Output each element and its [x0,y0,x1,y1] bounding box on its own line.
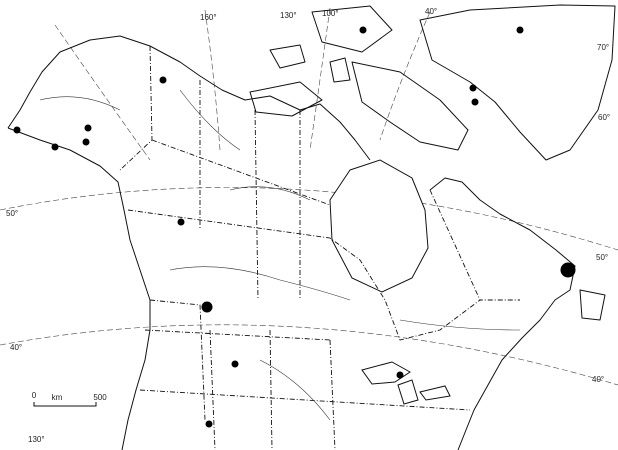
coastlines [7,4,616,450]
graticule-label: 60° [598,113,610,122]
site-dot [51,143,59,151]
graticule-label: 40° [425,7,437,16]
site-dot [159,76,167,84]
scale-end: 500 [93,393,107,402]
ellesmere-island [311,5,393,53]
site-dot [231,360,239,368]
graticule-label: 40° [592,375,604,384]
graticule-label: 160° [200,13,217,22]
canada-us-border [127,209,520,341]
scale-start: 0 [32,391,37,400]
newfoundland [579,289,606,321]
site-dot [82,138,90,146]
graticule-label: 70° [597,43,609,52]
meridian [309,7,331,151]
province-border [151,80,481,301]
baffin-island [351,61,469,151]
island [329,57,351,83]
site-dot [13,126,21,134]
borders [119,45,520,450]
site-dot [84,124,92,132]
graticule [0,7,618,386]
parallel [0,324,618,386]
site-dot [359,26,367,34]
graticule-label: 130° [28,435,45,444]
site-dot [177,218,185,226]
graticule-label: 40° [10,343,22,352]
graticule-label: 50° [596,253,608,262]
graticule-label: 100° [322,9,339,18]
victoria-island [249,81,323,117]
scale-line [33,402,97,407]
meridian [54,24,151,161]
state-border [139,299,471,450]
scale-bar: 0 km 500 [32,391,107,407]
site-dot [205,420,213,428]
rivers [39,89,521,421]
island [269,44,306,69]
site-dot [516,26,524,34]
greenland [419,4,616,161]
site-dot [560,262,576,278]
river [39,89,521,421]
graticule-labels: 160° 130° 100° 40° 70° 50° 40° 60° 50° 4… [6,7,610,444]
scale-unit: km [52,393,63,402]
site-dot [201,301,213,313]
graticule-label: 130° [280,11,297,20]
site-dot [469,84,477,92]
site-dot [396,371,404,379]
sites [13,26,576,428]
graticule-label: 50° [6,209,18,218]
mainland-coast [7,35,576,450]
parallel [0,187,618,251]
site-dot [471,98,479,106]
hudson-bay [329,159,429,293]
